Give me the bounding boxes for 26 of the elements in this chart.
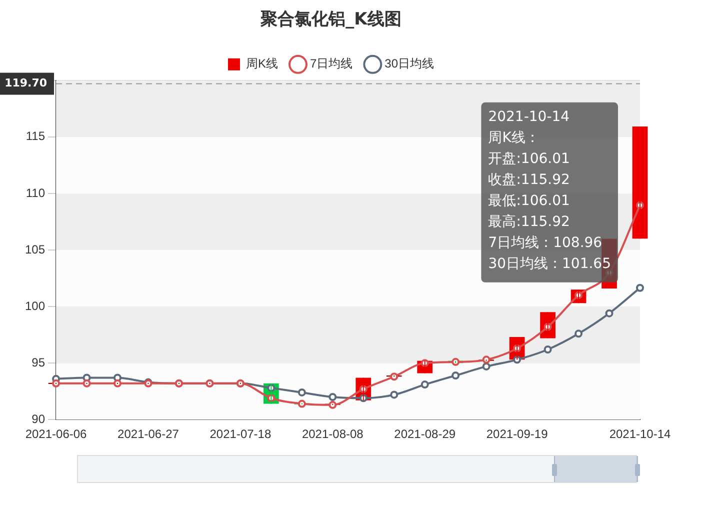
x-tick-label: 2021-09-19: [486, 427, 548, 442]
annotation: 收盘:115.92: [488, 172, 570, 188]
y-tick-label: 90: [32, 412, 46, 426]
y-tick-label: 105: [24, 242, 46, 256]
legend-label: 30日均线: [384, 56, 434, 71]
y-tick-label: 95: [32, 355, 46, 370]
y-tick-label: 115: [26, 129, 46, 144]
x-tick-label: 2021-06-27: [118, 427, 180, 442]
annotation: 30日均线：101.65: [488, 256, 612, 272]
annotation: 周K线：: [488, 130, 540, 146]
x-tick-label: 2021-08-29: [394, 427, 456, 442]
y-tick-label: 100: [24, 298, 46, 313]
x-tick-label: 2021-06-06: [25, 427, 88, 442]
ref-line-label: 119.70: [4, 76, 48, 90]
annotation: 开盘:106.01: [488, 151, 570, 168]
annotation: 7日均线：108.96: [488, 235, 602, 252]
x-tick-label: 2021-08-08: [302, 427, 364, 442]
annotation: 2021-10-14: [488, 109, 570, 126]
x-tick-label: 2021-07-18: [210, 427, 272, 442]
x-tick-label: 2021-10-14: [609, 427, 672, 442]
legend-label: 7日均线: [310, 56, 353, 71]
annotation: 最高:115.92: [488, 214, 570, 230]
legend-label: 周K线: [246, 56, 278, 71]
annotation: 最低:106.01: [488, 193, 570, 210]
y-tick-label: 110: [26, 186, 46, 200]
chart-title: 聚合氯化铝_K线图: [260, 10, 402, 30]
